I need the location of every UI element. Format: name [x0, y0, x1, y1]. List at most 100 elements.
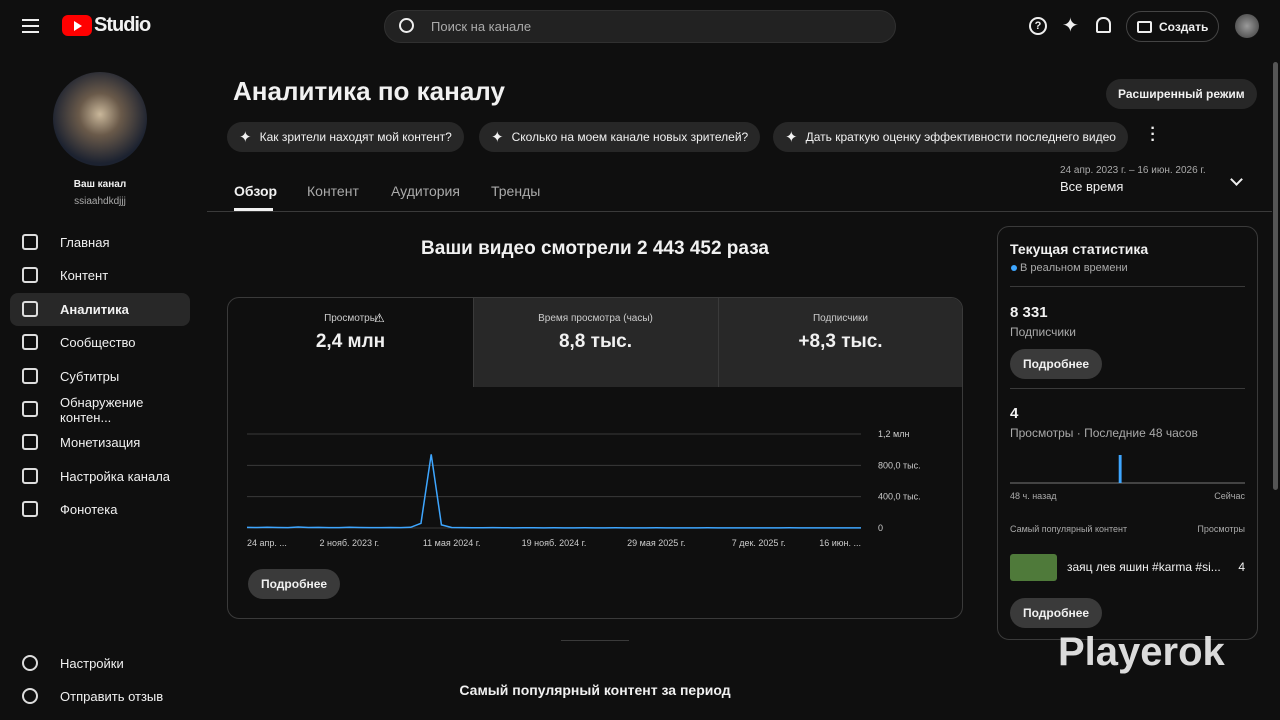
- metric-tab[interactable]: Подписчики +8,3 тыс.: [718, 298, 962, 387]
- metric-value: 2,4 млн: [315, 331, 386, 352]
- search-icon: [399, 18, 414, 33]
- realtime-title: Текущая статистика: [1010, 241, 1149, 257]
- sparkle-icon: ✦: [785, 129, 798, 146]
- metric-label: Время просмотра (часы): [538, 313, 653, 324]
- period-dropdown[interactable]: [1230, 173, 1243, 186]
- tab[interactable]: Обзор: [234, 183, 278, 199]
- nav-item[interactable]: Настройка канала: [10, 460, 190, 493]
- nav-icon: [22, 401, 38, 417]
- page-title: Аналитика по каналу: [233, 76, 505, 106]
- menu-button[interactable]: [22, 19, 39, 33]
- tabs-divider: [207, 211, 1272, 212]
- nav-item[interactable]: Субтитры: [10, 360, 190, 393]
- live-dot: [1011, 265, 1017, 271]
- nav-label: Отправить отзыв: [60, 689, 164, 705]
- views-label: Просмотры · Последние 48 часов: [1010, 426, 1198, 440]
- more-options[interactable]: · · ·: [1150, 120, 1156, 149]
- tab[interactable]: Контент: [307, 183, 359, 199]
- section-title: Самый популярный контент за период: [459, 682, 731, 698]
- notifications-button[interactable]: [1096, 17, 1111, 33]
- nav-icon: [22, 267, 38, 284]
- period-range: 24 апр. 2023 г. – 16 июн. 2026 г.: [1060, 165, 1206, 176]
- channel-title: Ваш канал: [73, 179, 127, 190]
- metric-divider: [718, 298, 719, 387]
- x-tick-label: 16 июн. ...: [819, 538, 861, 548]
- help-button[interactable]: ?: [1029, 17, 1047, 35]
- metric-tab[interactable]: Время просмотра (часы) 8,8 тыс.: [473, 298, 718, 387]
- prompt-chip[interactable]: ✦ Дать краткую оценку эффективности после…: [773, 122, 1128, 152]
- nav-item[interactable]: Главная: [10, 226, 190, 259]
- nav-item[interactable]: Контент: [10, 259, 190, 292]
- y-tick-label: 800,0 тыс.: [878, 460, 921, 470]
- create-label: Создать: [1159, 20, 1209, 34]
- x-tick-label: 24 апр. ...: [247, 538, 287, 548]
- y-tick-label: 0: [878, 523, 883, 533]
- divider: [1010, 286, 1245, 287]
- nav-label: Обнаружение контен...: [60, 394, 144, 425]
- tab[interactable]: Аудитория: [391, 183, 460, 199]
- hourly-chart: [1010, 455, 1245, 484]
- nav-item[interactable]: Настройки: [10, 647, 190, 680]
- divider: [1010, 388, 1245, 389]
- nav-item[interactable]: Фонотека: [10, 493, 190, 526]
- nav-item[interactable]: Обнаружение контен...: [10, 393, 190, 426]
- nav-icon: [22, 501, 38, 518]
- search-placeholder: Поиск на канале: [431, 19, 532, 34]
- top-video-title[interactable]: заяц лев яшин #karma #si...: [1067, 560, 1221, 574]
- nav-icon: [22, 467, 38, 484]
- y-tick-label: 400,0 тыс.: [878, 492, 921, 502]
- nav-item[interactable]: Аналитика: [10, 292, 190, 326]
- nav-icon: [22, 655, 38, 671]
- nav-item[interactable]: Монетизация: [10, 426, 190, 459]
- metric-tab[interactable]: Просмотры 2,4 млн ⚠: [228, 298, 473, 387]
- more-button[interactable]: Подробнее: [1010, 598, 1103, 628]
- prompt-chip[interactable]: ✦ Сколько на моем канале новых зрителей?: [479, 122, 761, 152]
- logo-icon[interactable]: [62, 15, 92, 36]
- nav-label: Главная: [60, 235, 110, 250]
- prompt-label: Сколько на моем канале новых зрителей?: [511, 130, 749, 144]
- ai-button[interactable]: ✦: [1062, 15, 1079, 37]
- nav-icon: [22, 334, 38, 351]
- create-button[interactable]: Создать: [1126, 11, 1219, 42]
- metric-label: Подписчики: [812, 313, 868, 324]
- more-button[interactable]: Подробнее: [1010, 349, 1103, 379]
- top-video-views: 4: [1238, 560, 1245, 574]
- metric-tabs-bg: [473, 298, 962, 387]
- y-tick-label: 1,2 млн: [878, 429, 909, 439]
- period-select[interactable]: Все время: [1060, 179, 1124, 194]
- subscriber-count: 8 331: [1010, 304, 1048, 321]
- sparkle-icon: ✦: [239, 129, 252, 146]
- tab[interactable]: Тренды: [491, 183, 541, 199]
- nav-item[interactable]: Отправить отзыв: [10, 680, 190, 713]
- channel-avatar[interactable]: [53, 72, 147, 166]
- end-label: Сейчас: [1214, 491, 1245, 501]
- more-button[interactable]: Подробнее: [248, 569, 341, 599]
- hourly-bar: [1118, 455, 1122, 483]
- video-thumbnail[interactable]: [1010, 554, 1057, 581]
- search-box[interactable]: Поиск на канале: [384, 10, 896, 43]
- metric-value: 8,8 тыс.: [558, 331, 633, 352]
- x-tick-label: 19 нояб. 2024 г.: [522, 538, 587, 548]
- warning-icon: ⚠: [374, 311, 385, 325]
- live-label: В реальном времени: [1020, 262, 1128, 274]
- nav-item[interactable]: Сообщество: [10, 326, 190, 359]
- x-tick-label: 29 мая 2025 г.: [627, 538, 685, 548]
- metric-value: +8,3 тыс.: [798, 331, 883, 352]
- prompt-label: Как зрители находят мой контент?: [259, 130, 452, 144]
- x-tick-label: 11 мая 2024 г.: [423, 538, 481, 548]
- scrollbar[interactable]: [1273, 62, 1278, 490]
- logo-text[interactable]: Studio: [94, 14, 151, 36]
- channel-handle: ssiaahdkdjjj: [74, 196, 126, 207]
- nav-label: Монетизация: [60, 435, 141, 451]
- subscriber-label: Подписчики: [1010, 325, 1077, 339]
- prompt-chip[interactable]: ✦ Как зрители находят мой контент?: [227, 122, 464, 152]
- account-avatar[interactable]: [1235, 14, 1259, 38]
- views-count: 4: [1010, 405, 1019, 422]
- sparkle-icon: ✦: [491, 129, 504, 146]
- metric-label: Просмотры: [324, 313, 377, 324]
- nav-label: Настройка канала: [60, 468, 171, 484]
- advanced-mode-button[interactable]: Расширенный режим: [1106, 79, 1257, 109]
- nav-label: Аналитика: [60, 301, 129, 317]
